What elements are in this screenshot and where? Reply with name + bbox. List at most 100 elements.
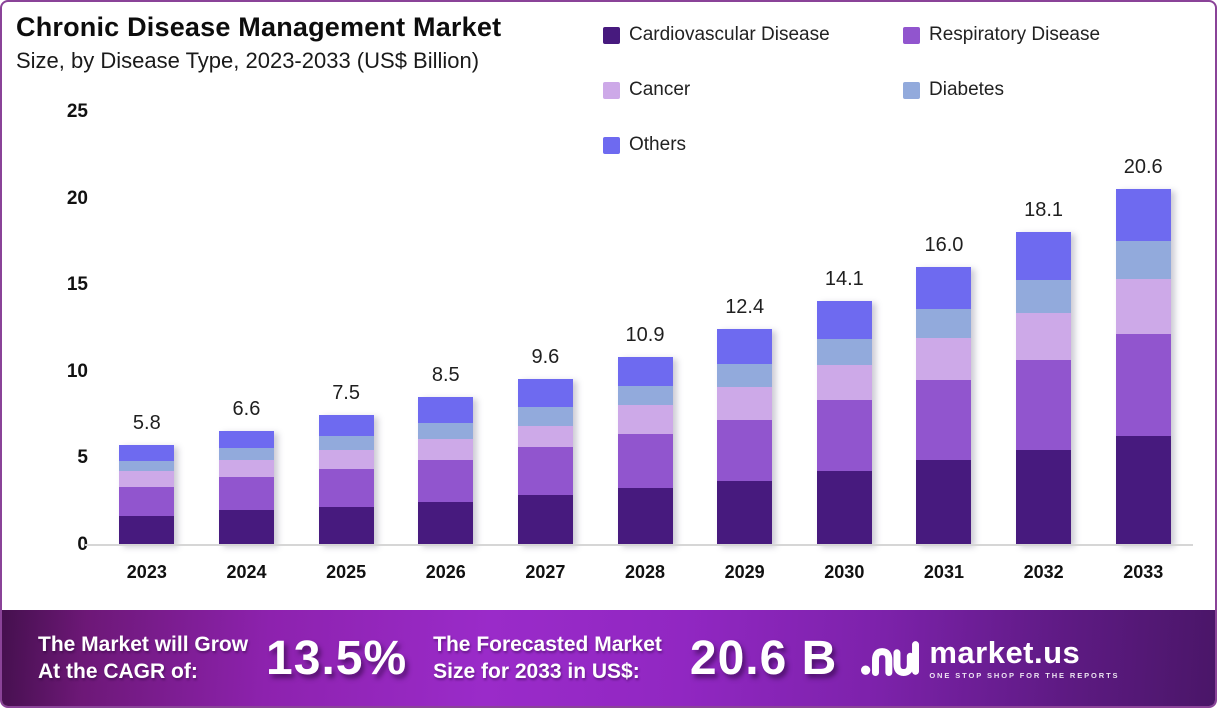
stacked-bar-2032	[1016, 232, 1072, 545]
legend-item-5: Others	[603, 134, 895, 156]
stacked-bar-2026	[418, 397, 474, 545]
legend-swatch	[603, 81, 620, 99]
bar-total-label: 6.6	[232, 398, 261, 420]
bar-segment	[916, 380, 972, 460]
bar-segment	[517, 495, 573, 545]
bar-segment	[1115, 241, 1171, 279]
bar-segment	[1016, 450, 1072, 545]
bar-total-label: 10.9	[625, 324, 665, 346]
x-tick-label: 2030	[824, 562, 865, 582]
bar-slot-2029: 12.4	[695, 112, 795, 545]
chart-legend: Cardiovascular Disease Respiratory Diseas…	[603, 24, 1195, 156]
bar-segment	[617, 434, 673, 488]
bar-segment	[119, 487, 175, 516]
chart-subtitle: Size, by Disease Type, 2023-2033 (US$ Bi…	[16, 48, 480, 73]
legend-item-2: Respiratory Disease	[903, 24, 1195, 46]
stacked-bar-2029	[717, 329, 773, 545]
y-tick-label: 10	[66, 360, 88, 382]
stacked-bar-2024	[218, 431, 274, 545]
x-tick-label: 2025	[326, 562, 367, 582]
bar-segment	[1016, 280, 1072, 313]
bar-segment	[717, 387, 773, 420]
bar-segment	[1115, 334, 1171, 436]
x-axis-line	[85, 544, 1193, 546]
bar-total-label: 8.5	[431, 364, 460, 386]
y-tick-label: 15	[66, 274, 88, 296]
bar-slot-2024: 6.6	[197, 112, 297, 545]
x-tick-label: 2028	[625, 562, 666, 582]
bar-segment	[318, 469, 374, 507]
bar-segment	[119, 471, 175, 487]
marketus-logo: market.us ONE STOP SHOP FOR THE REPORTS	[861, 635, 1119, 681]
logo-name: market.us	[929, 634, 1081, 670]
y-tick-label: 5	[77, 447, 88, 469]
bar-slot-2033: 20.6	[1093, 112, 1193, 545]
bar-segment	[1115, 436, 1171, 545]
forecast-value: 20.6 B	[689, 631, 838, 685]
bar-segment	[517, 426, 573, 447]
bar-slot-2028: 10.9	[595, 112, 695, 545]
legend-swatch	[603, 26, 620, 44]
bar-segment	[916, 309, 972, 338]
legend-swatch	[603, 136, 620, 154]
forecast-label-line1: The Forecasted Market	[433, 632, 662, 656]
bar-slot-2032: 18.1	[994, 112, 1094, 545]
bar-segment	[916, 460, 972, 545]
bar-segment	[218, 477, 274, 510]
bar-segment	[717, 420, 773, 481]
bar-total-label: 5.8	[132, 412, 161, 434]
bar-segment	[119, 445, 175, 461]
page-title: Chronic Disease Management Market	[16, 12, 502, 42]
bar-segment	[517, 407, 573, 426]
bar-segment	[617, 488, 673, 545]
x-tick-label: 2023	[126, 562, 167, 582]
bar-segment	[1016, 232, 1072, 280]
bar-segment	[418, 397, 474, 423]
forecast-label: The Forecasted Market Size for 2033 in U…	[433, 631, 662, 686]
stacked-bar-2033	[1115, 189, 1171, 545]
x-tick-label: 2029	[724, 562, 765, 582]
cagr-label-line2: At the CAGR of:	[38, 660, 198, 683]
legend-label: Respiratory Disease	[929, 24, 1101, 45]
bars-container: 5.8 6.6 7.5 8.5 9.6 10.9 12.4 14.1 16.0 18.1 20.6	[97, 112, 1193, 545]
cagr-label: The Market will Grow At the CAGR of:	[38, 631, 248, 686]
bar-segment	[418, 423, 474, 439]
bottom-banner: The Market will Grow At the CAGR of: 13.…	[2, 610, 1215, 706]
bar-segment	[816, 339, 872, 365]
bar-segment	[816, 471, 872, 545]
chart-header: Chronic Disease Management Market Size, …	[16, 12, 501, 74]
bar-total-label: 12.4	[725, 296, 765, 318]
x-axis-labels: 2023 2024 2025 2026 2027 2028 2029 2030 2031 2032…	[97, 562, 1193, 583]
stacked-bar-2028	[617, 357, 673, 545]
marketus-logo-icon	[861, 641, 920, 676]
bar-segment	[816, 365, 872, 400]
bar-total-label: 7.5	[332, 382, 360, 404]
bar-total-label: 9.6	[531, 346, 560, 368]
legend-label: Cancer	[629, 79, 691, 100]
x-tick-label: 2027	[525, 562, 566, 582]
bar-total-label: 18.1	[1024, 199, 1064, 221]
bar-segment	[1016, 313, 1072, 360]
bar-segment	[517, 379, 573, 407]
bar-segment	[617, 405, 673, 434]
bar-segment	[218, 510, 274, 545]
x-tick-label: 2026	[425, 562, 466, 582]
legend-item-1: Cardiovascular Disease	[603, 24, 895, 46]
bar-slot-2027: 9.6	[496, 112, 596, 545]
logo-tagline: ONE STOP SHOP FOR THE REPORTS	[929, 670, 1120, 680]
bar-slot-2025: 7.5	[296, 112, 396, 545]
bar-segment	[318, 415, 374, 436]
bar-segment	[418, 502, 474, 545]
bar-segment	[617, 386, 673, 405]
legend-swatch	[903, 26, 920, 44]
bar-segment	[119, 461, 175, 471]
x-tick-label: 2031	[923, 562, 964, 582]
bar-segment	[218, 448, 274, 460]
bar-segment	[517, 447, 573, 495]
bar-segment	[418, 460, 474, 502]
x-tick-label: 2032	[1023, 562, 1064, 582]
bar-segment	[717, 329, 773, 364]
bar-total-label: 14.1	[824, 268, 864, 290]
cagr-label-line1: The Market will Grow	[38, 632, 249, 656]
